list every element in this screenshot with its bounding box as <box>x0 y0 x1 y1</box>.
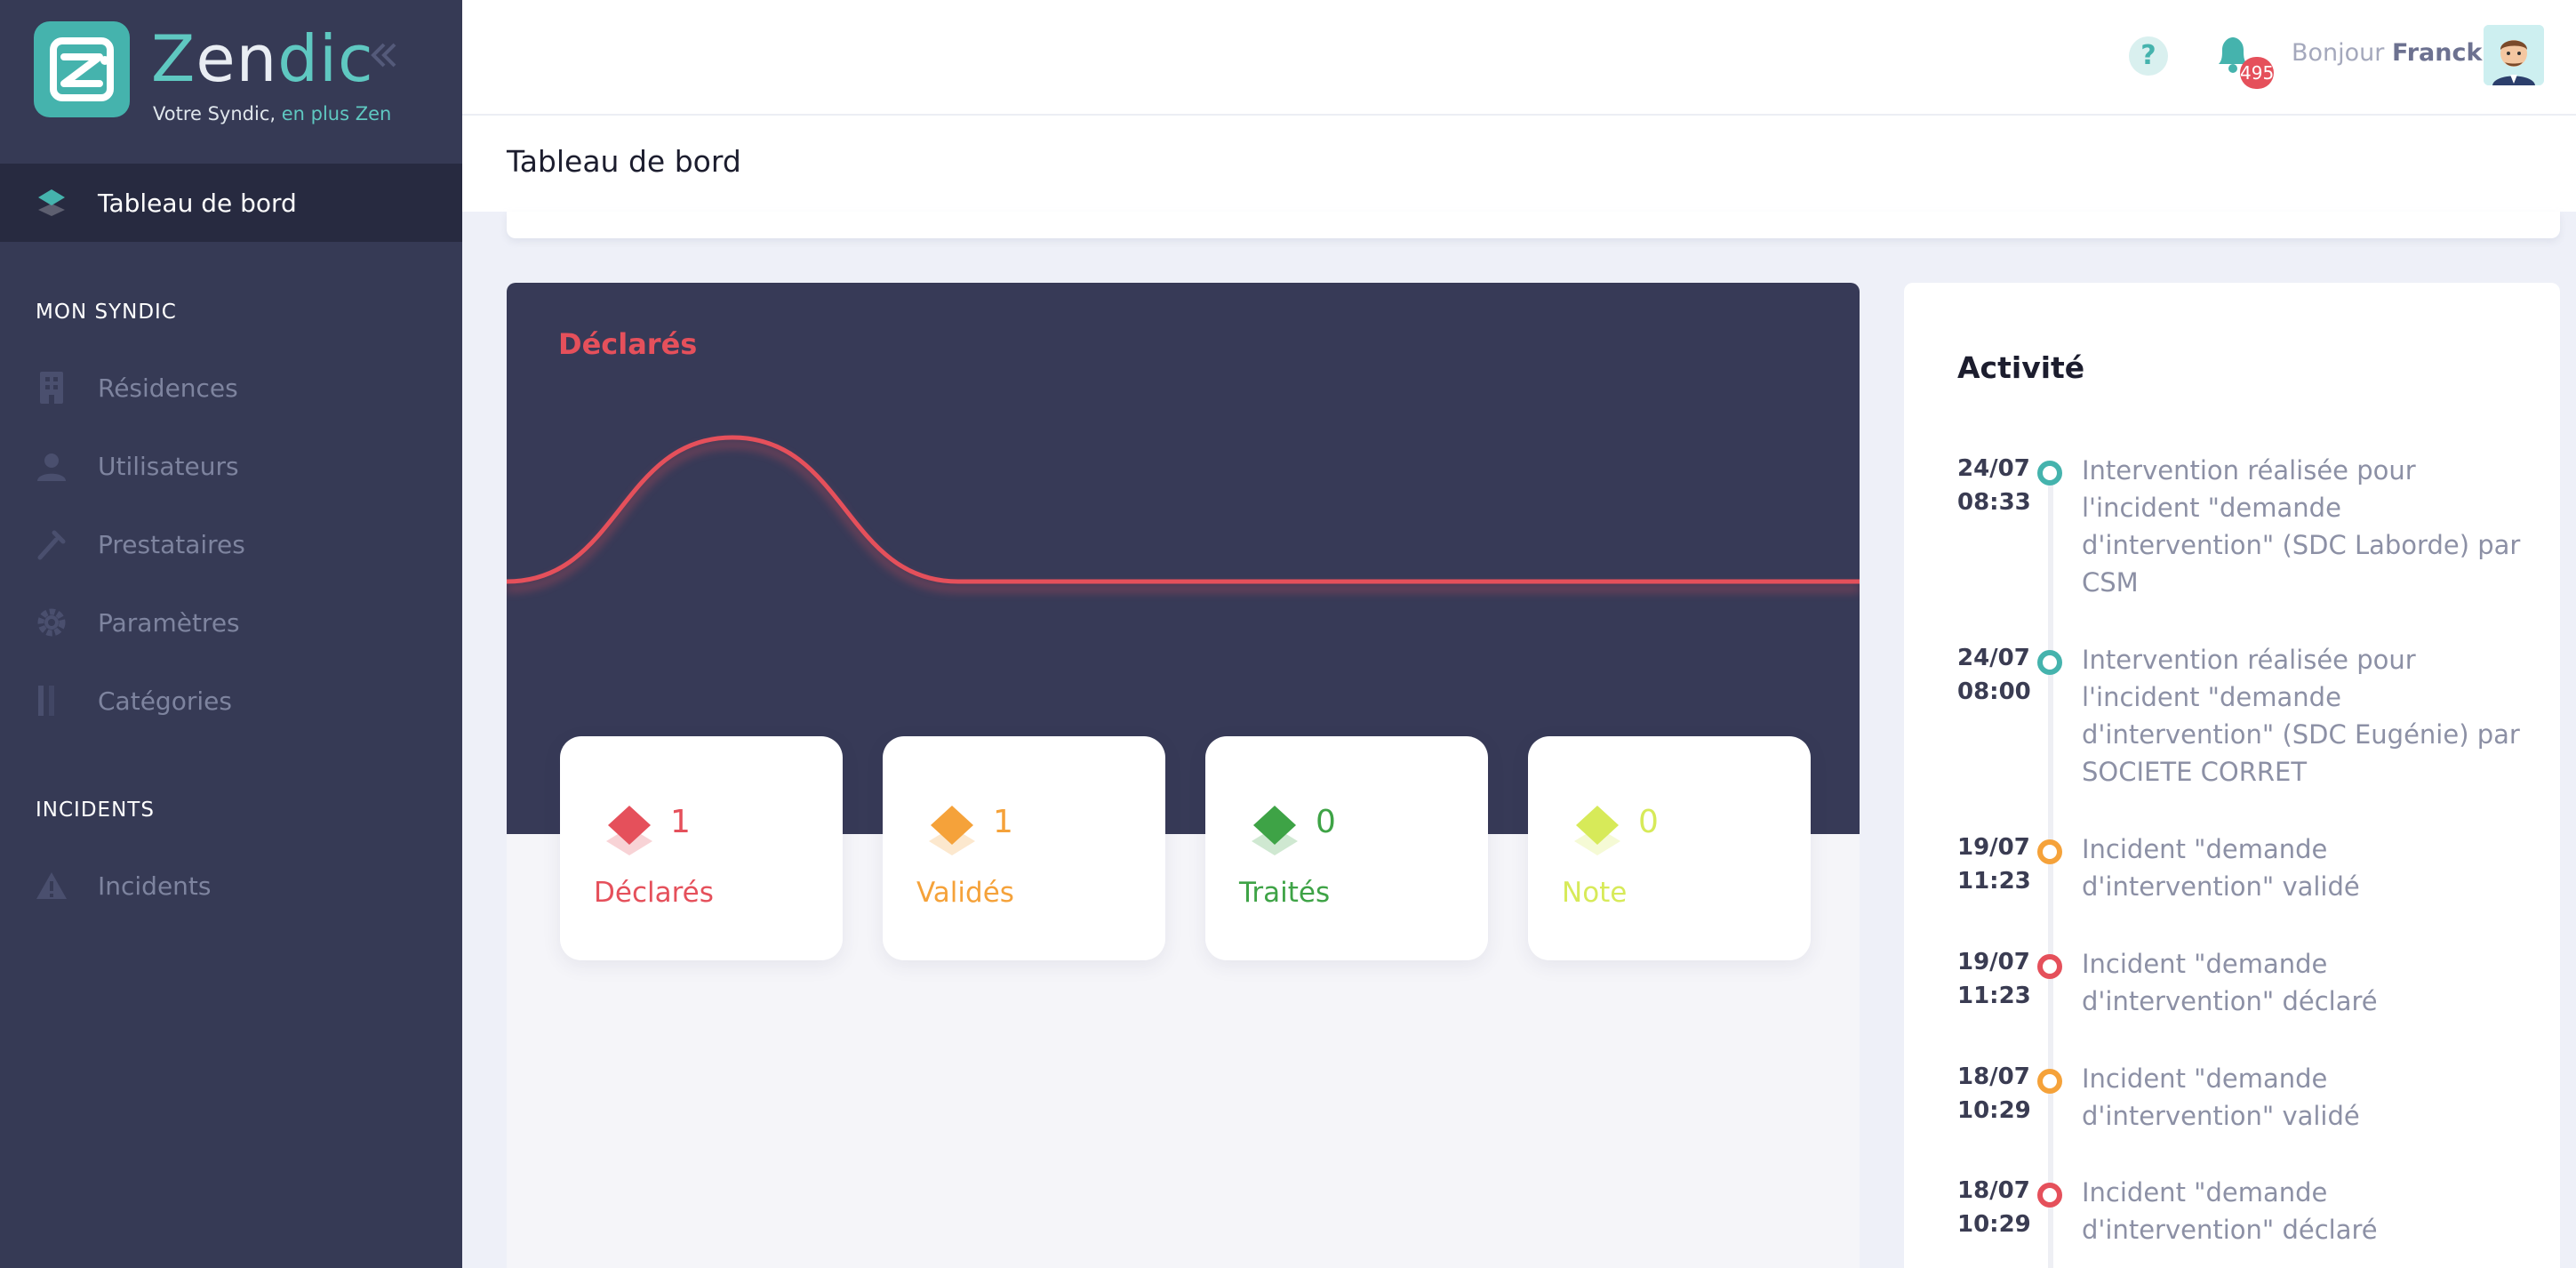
timeline-dot <box>2037 1069 2062 1094</box>
series-line <box>507 435 1860 584</box>
page-title: Tableau de bord <box>507 144 741 179</box>
avatar[interactable] <box>2484 25 2544 85</box>
sidebar-item-utilisateurs[interactable]: Utilisateurs <box>0 427 462 505</box>
zendic-logo[interactable]: Zendic Votre Syndic, en plus Zen <box>34 21 407 124</box>
activity-text: Intervention réalisée pour l'incident "d… <box>2082 645 2520 787</box>
nav-active-background <box>0 164 462 242</box>
sidebar-item-label: Catégories <box>98 686 232 716</box>
stat-card-valides[interactable]: 1 Validés <box>883 736 1165 960</box>
help-icon[interactable]: ? <box>2129 36 2168 76</box>
timeline-dot <box>2037 1183 2062 1208</box>
sidebar-item-label: Prestataires <box>98 529 245 559</box>
sidebar-item-prestataires[interactable]: Prestataires <box>0 505 462 583</box>
diamond-stack-icon <box>929 806 975 855</box>
page-title-bar: Tableau de bord <box>462 116 2576 212</box>
columns-icon <box>34 683 69 718</box>
stat-label: Traités <box>1239 877 1331 909</box>
logo-tagline: Votre Syndic, en plus Zen <box>153 103 392 124</box>
building-icon <box>34 370 69 405</box>
series-line-glow <box>507 440 1860 592</box>
timeline-dot <box>2037 461 2062 486</box>
section-title-mon-syndic: MON SYNDIC <box>36 301 177 324</box>
wrench-icon <box>34 526 69 562</box>
stat-value: 1 <box>670 804 691 840</box>
activity-date: 19/07 11:23 <box>1957 949 2031 1009</box>
top-bar: ? 495 Bonjour Franck <box>462 0 2576 116</box>
activity-text: Intervention réalisée pour l'incident "d… <box>2082 455 2521 598</box>
activity-panel: Activité 24/07 08:33 Intervention réalisée… <box>1904 283 2560 1268</box>
sidebar-item-parametres[interactable]: Paramètres <box>0 583 462 662</box>
stat-value: 1 <box>993 804 1013 840</box>
bell-icon[interactable] <box>2212 34 2265 89</box>
sidebar: Zendic Votre Syndic, en plus Zen Tableau… <box>0 0 462 1268</box>
activity-date: 19/07 11:23 <box>1957 834 2031 895</box>
stat-value: 0 <box>1638 804 1659 840</box>
section-title-incidents: INCIDENTS <box>36 799 155 822</box>
gear-icon <box>34 605 69 640</box>
sidebar-item-label: Utilisateurs <box>98 451 239 481</box>
activity-date: 24/07 08:33 <box>1957 455 2031 516</box>
sidebar-item-residences[interactable]: Résidences <box>0 349 462 427</box>
timeline-line <box>2048 469 2053 1268</box>
stat-value: 0 <box>1316 804 1336 840</box>
stat-label: Note <box>1562 877 1628 909</box>
logo-mark-icon <box>34 21 130 117</box>
sidebar-item-label: Incidents <box>98 871 212 901</box>
stat-card-note[interactable]: 0 Note <box>1528 736 1811 960</box>
activity-date: 18/07 10:29 <box>1957 1063 2031 1124</box>
timeline-dot <box>2037 954 2062 979</box>
warning-icon <box>34 868 69 903</box>
title-bar-shadow <box>507 212 2560 238</box>
user-name: Franck <box>2391 39 2483 67</box>
collapse-sidebar-icon[interactable] <box>364 32 400 78</box>
sidebar-item-tableau-de-bord[interactable]: Tableau de bord <box>0 164 462 242</box>
timeline-dot <box>2037 839 2062 864</box>
notification-badge: 495 <box>2240 57 2274 89</box>
activity-date: 18/07 10:29 <box>1957 1177 2031 1238</box>
user-icon <box>34 448 69 484</box>
stat-card-declares[interactable]: 1 Déclarés <box>560 736 843 960</box>
line-chart <box>507 435 1860 592</box>
stat-label: Validés <box>916 877 1014 909</box>
diamond-stack-icon <box>1574 806 1620 855</box>
activity-text: Incident "demande d'intervention" validé <box>2082 1063 2360 1131</box>
incidents-chart-card: Déclarés 1 Déclarés 1 Validés <box>507 283 1860 1268</box>
activity-text: Incident "demande d'intervention" déclar… <box>2082 1177 2378 1245</box>
diamond-stack-icon <box>606 806 652 855</box>
sidebar-item-categories[interactable]: Catégories <box>0 662 462 740</box>
sidebar-item-label: Résidences <box>98 373 238 403</box>
layers-icon <box>34 185 69 221</box>
activity-text: Incident "demande d'intervention" validé <box>2082 834 2360 902</box>
activity-text: Incident "demande d'intervention" déclar… <box>2082 949 2378 1016</box>
sidebar-item-label: Tableau de bord <box>98 188 297 218</box>
greeting: Bonjour Franck <box>2292 39 2483 67</box>
activity-date: 24/07 08:00 <box>1957 645 2031 705</box>
diamond-stack-icon <box>1252 806 1298 855</box>
sidebar-item-incidents[interactable]: Incidents <box>0 847 462 925</box>
logo-wordmark: Zendic <box>151 21 374 96</box>
stat-label: Déclarés <box>594 877 714 909</box>
chart-title: Déclarés <box>558 327 698 361</box>
sidebar-item-label: Paramètres <box>98 607 240 638</box>
timeline-dot <box>2037 650 2062 675</box>
stat-card-traites[interactable]: 0 Traités <box>1205 736 1488 960</box>
activity-title: Activité <box>1957 350 2085 385</box>
